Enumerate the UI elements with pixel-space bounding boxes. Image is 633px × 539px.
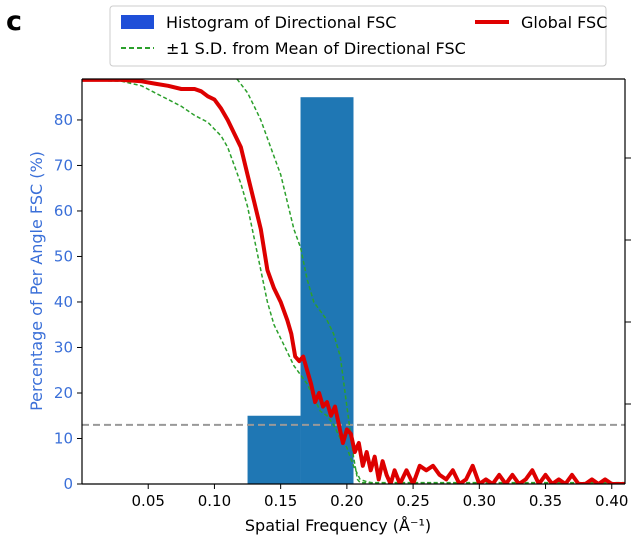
legend-patch-histogram (121, 15, 154, 29)
legend: Histogram of Directional FSC Global FSC … (109, 5, 607, 67)
global-fsc-curve (82, 79, 625, 484)
plot-area (82, 79, 625, 484)
y-tick-label: 50 (54, 247, 73, 265)
x-axis-label: Spatial Frequency (Å⁻¹) (245, 516, 431, 535)
y-tick-label: 30 (54, 338, 73, 356)
y-tick-label: 60 (54, 202, 73, 220)
legend-label-sd: ±1 S.D. from Mean of Directional FSC (166, 39, 466, 58)
axis-ticks: 0.05 0.10 0.15 0.20 0.25 0.30 0.35 0.40 0 10 20 30 4… (54, 111, 629, 510)
x-tick-label: 0.30 (463, 492, 496, 510)
x-tick-label: 0.35 (529, 492, 562, 510)
y-tick-label: 80 (54, 111, 73, 129)
y-tick-label: 70 (54, 156, 73, 174)
y-tick-label: 40 (54, 293, 73, 311)
y-axis-label: Percentage of Per Angle FSC (%) (27, 151, 46, 411)
x-tick-label: 0.05 (132, 492, 165, 510)
legend-label-histogram: Histogram of Directional FSC (166, 13, 396, 32)
y-tick-label: 10 (54, 429, 73, 447)
panel-label: c (6, 6, 23, 37)
y-tick-label: 20 (54, 384, 73, 402)
x-tick-label: 0.25 (396, 492, 429, 510)
legend-label-global-fsc: Global FSC (521, 13, 607, 32)
sd-upper-curve (236, 79, 625, 484)
y-tick-label: 0 (63, 475, 73, 493)
x-tick-label: 0.40 (595, 492, 628, 510)
x-tick-label: 0.15 (264, 492, 297, 510)
histogram-bar-1 (247, 415, 301, 484)
x-tick-label: 0.10 (198, 492, 231, 510)
right-axis-ticks (625, 157, 631, 405)
histogram-bar-2 (300, 97, 354, 484)
x-tick-label: 0.20 (330, 492, 363, 510)
